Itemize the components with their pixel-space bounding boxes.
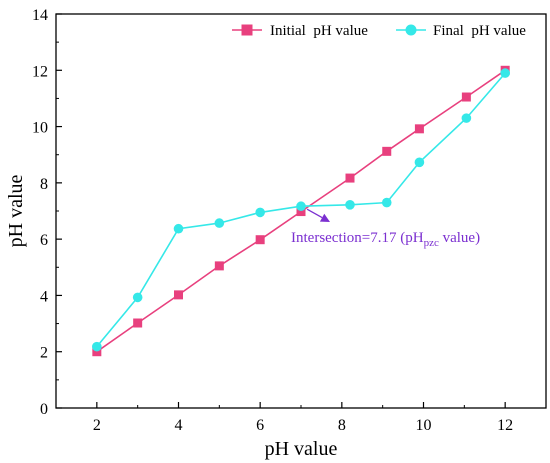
- y-tick-label-5: 10: [32, 120, 48, 137]
- x-tick-label-2: 6: [256, 417, 264, 434]
- y-tick-label-7: 14: [32, 7, 48, 24]
- legend-label-final: Final pH value: [433, 23, 526, 39]
- annotation-label-sub: pzc: [424, 237, 439, 249]
- series-0-point-1: [133, 318, 143, 328]
- annotation-group: Intersection=7.17 (pHpzc value): [291, 208, 480, 249]
- series-1-point-7: [381, 197, 392, 208]
- legend-marker-final: [405, 24, 417, 36]
- x-tick-label-0: 2: [93, 417, 101, 434]
- y-axis-title: pH value: [5, 175, 27, 248]
- ticks-group: [55, 13, 547, 409]
- y-tick-label-2: 4: [40, 288, 48, 305]
- series-1-point-4: [255, 207, 265, 218]
- y-tick-label-3: 6: [40, 232, 48, 249]
- x-tick-label-3: 8: [338, 417, 346, 434]
- annotation-arrowhead: [319, 213, 330, 222]
- series-0-point-3: [214, 261, 224, 271]
- series-0-point-2: [174, 290, 183, 300]
- labels-group: 2 4 6 8 10 12 0 2 4 6 8 10 12 14 pH value pH value: [5, 7, 513, 460]
- series-0-point-6: [345, 173, 355, 183]
- series-1-point-5: [296, 201, 306, 212]
- series-group: [92, 65, 510, 357]
- y-tick-label-4: 8: [40, 176, 48, 193]
- annotation-label-main: Intersection=7.17 (pH: [291, 230, 424, 246]
- y-tick-label-0: 0: [40, 401, 48, 418]
- series-0-point-8: [414, 124, 424, 134]
- series-0-point-7: [382, 146, 392, 156]
- x-tick-label-4: 10: [416, 417, 432, 434]
- series-1-point-6: [345, 200, 355, 210]
- legend-label-initial: Initial pH value: [270, 23, 368, 39]
- legend: Initial pH value Final pH value: [232, 23, 526, 39]
- y-tick-label-6: 12: [32, 63, 48, 80]
- y-tick-label-1: 2: [40, 345, 48, 362]
- x-tick-label-1: 4: [175, 417, 183, 434]
- series-0-point-4: [255, 235, 265, 245]
- x-axis-title: pH value: [265, 438, 338, 460]
- series-0-point-9: [461, 92, 471, 102]
- x-tick-label-5: 12: [497, 417, 513, 434]
- annotation-label: Intersection=7.17 (pHpzc value): [291, 230, 480, 249]
- annotation-label-end: value): [439, 230, 480, 246]
- series-1-point-0: [92, 341, 102, 352]
- series-0-point-5: [296, 207, 306, 217]
- series-1-point-10: [500, 68, 510, 78]
- series-1-point-1: [132, 292, 143, 303]
- legend-marker-initial: [241, 24, 253, 36]
- series-1-point-8: [414, 157, 425, 168]
- series-1-point-2: [173, 223, 184, 234]
- annotation-arrow: [306, 208, 323, 219]
- series-1-point-9: [461, 113, 472, 123]
- series-0-point-0: [92, 347, 102, 357]
- series-1-point-3: [214, 218, 225, 228]
